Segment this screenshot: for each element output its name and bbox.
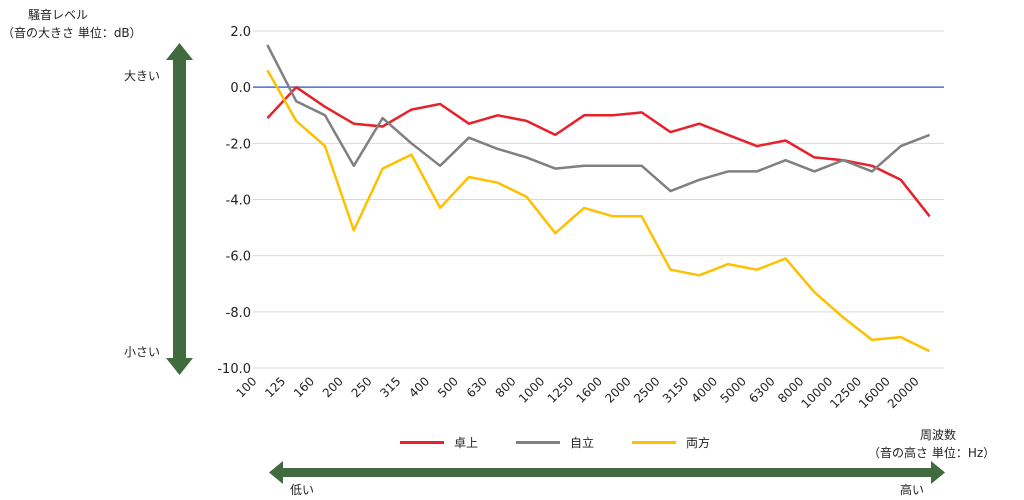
arrow-right-head	[931, 461, 945, 484]
legend: 卓上 自立 両方	[400, 434, 748, 451]
y-axis-title-line2: （音の大きさ 単位：dB）	[2, 26, 142, 40]
y-tick-label: 0.0	[230, 81, 251, 96]
x-tick-label: 160	[291, 374, 317, 400]
horizontal-arrow-shaft	[283, 468, 931, 477]
x-tick-label: 6300	[746, 374, 777, 405]
legend-label-standalone: 自立	[570, 436, 595, 450]
x-tick-label: 12500	[827, 374, 864, 411]
x-tick-label: 5000	[717, 374, 748, 405]
legend-swatch-standalone	[516, 441, 561, 444]
x-tick-label: 315	[377, 374, 403, 400]
x-tick-label: 1250	[545, 374, 576, 405]
legend-swatch-both	[632, 441, 677, 444]
x-tick-label: 400	[406, 374, 432, 400]
x-tick-label: 500	[435, 374, 461, 400]
arrow-down-head	[166, 358, 193, 375]
arrow-left-head	[269, 461, 283, 484]
arrow-up-head	[166, 43, 193, 60]
series-line-自立	[266, 44, 931, 193]
y-tick-label: -2.0	[226, 137, 251, 152]
x-high-label: 高い	[900, 483, 925, 497]
x-tick-label: 100	[233, 374, 259, 400]
x-tick-label: 2500	[631, 374, 662, 405]
y-tick-label: -6.0	[226, 250, 251, 265]
y-tick-label: -8.0	[226, 306, 251, 321]
x-tick-label: 200	[320, 374, 346, 400]
legend-item-both: 両方	[632, 434, 710, 451]
series-line-両方	[266, 69, 931, 353]
x-tick-label: 800	[493, 374, 519, 400]
x-tick-label: 1000	[516, 374, 547, 405]
x-axis-title-line1: 周波数	[920, 428, 957, 442]
series-line-卓上	[266, 85, 931, 218]
x-tick-label: 4000	[689, 374, 720, 405]
y-axis-title-line1: 騒音レベル	[27, 8, 88, 22]
y-tick-label: -10.0	[217, 362, 251, 377]
legend-label-desk: 卓上	[454, 436, 479, 450]
x-low-label: 低い	[290, 483, 315, 497]
x-tick-label: 2000	[602, 374, 633, 405]
x-tick-label: 10000	[798, 374, 835, 411]
vertical-arrow-shaft	[173, 60, 186, 358]
x-axis-title-line2: （音の高さ 単位：Hz）	[868, 446, 996, 460]
y-big-label: 大きい	[124, 69, 161, 83]
y-tick-label: -4.0	[226, 194, 251, 209]
x-tick-label: 20000	[885, 374, 922, 411]
y-small-label: 小さい	[124, 345, 161, 359]
legend-label-both: 両方	[686, 436, 711, 450]
y-tick-label: 2.0	[230, 25, 251, 40]
legend-item-standalone: 自立	[516, 434, 594, 451]
legend-swatch-desk	[400, 441, 444, 444]
x-tick-label: 125	[262, 374, 288, 400]
x-tick-label: 1600	[574, 374, 605, 405]
x-tick-label: 16000	[856, 374, 893, 411]
legend-item-desk: 卓上	[400, 434, 478, 451]
x-tick-label: 630	[464, 374, 490, 400]
x-tick-label: 3150	[660, 374, 691, 405]
x-tick-label: 250	[349, 374, 375, 400]
